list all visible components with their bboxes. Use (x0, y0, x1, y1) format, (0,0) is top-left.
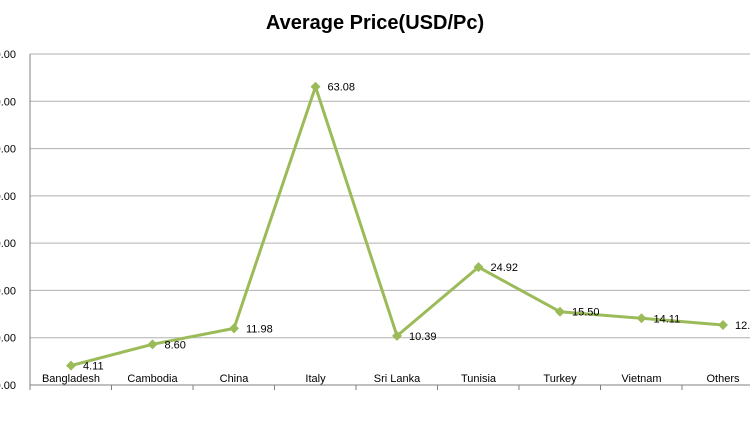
x-tick-label: Bangladesh (42, 373, 100, 385)
x-tick-label: Tunisia (461, 373, 497, 385)
x-tick-label: Sri Lanka (374, 373, 421, 385)
y-tick-label: 30.00 (0, 238, 16, 250)
series-line (70, 85, 724, 368)
y-tick-label: 40.00 (0, 191, 16, 203)
chart-title: Average Price(USD/Pc) (265, 12, 485, 34)
x-tick-label: Turkey (543, 373, 577, 385)
y-tick-label: 60.00 (0, 96, 16, 108)
y-tick-label: 50.00 (0, 144, 16, 156)
data-label: 10.39 (409, 331, 437, 343)
data-point (555, 306, 565, 317)
y-tick-label: 10.00 (0, 333, 16, 345)
data-label: 4.11 (83, 361, 104, 373)
x-tick-label: Cambodia (127, 373, 178, 385)
x-tick-label: Vietnam (621, 373, 661, 385)
data-point (147, 339, 158, 350)
data-label: 11.98 (246, 323, 273, 335)
data-point (229, 323, 239, 334)
y-tick-label: 70.00 (0, 49, 16, 61)
x-tick-label: Italy (305, 373, 326, 385)
x-tick-label: Others (706, 373, 740, 385)
data-label: 63.08 (328, 82, 356, 94)
data-label: 24.92 (491, 262, 519, 274)
data-point (66, 360, 76, 371)
data-label: 14.11 (654, 313, 681, 325)
data-point (473, 262, 484, 273)
data-point (636, 313, 647, 324)
x-tick-label: China (220, 373, 250, 385)
data-point (310, 81, 321, 92)
y-tick-label: 0.00 (0, 380, 16, 392)
data-point (392, 330, 402, 341)
data-label: 12.69 (735, 320, 750, 332)
data-label: 15.50 (572, 307, 600, 319)
data-label: 8.60 (165, 339, 186, 351)
data-point (718, 319, 728, 330)
y-tick-label: 20.00 (0, 285, 16, 297)
